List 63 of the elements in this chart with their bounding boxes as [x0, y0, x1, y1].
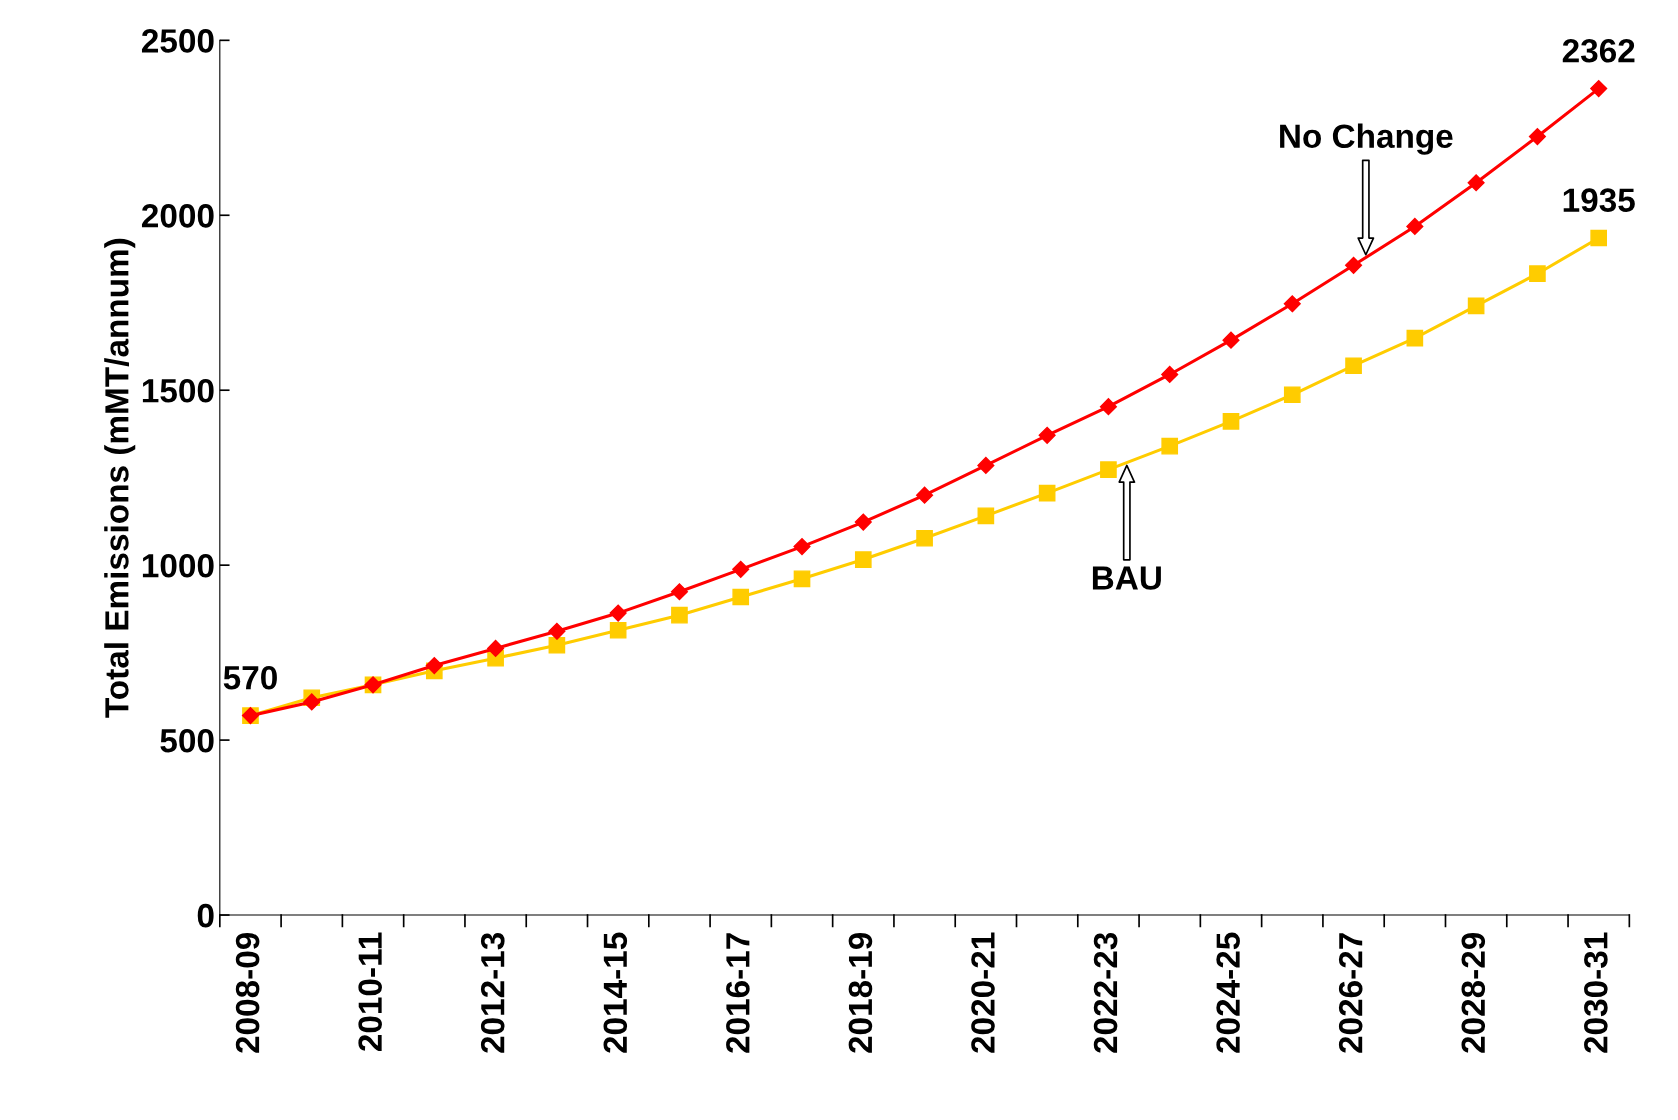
point: [1100, 461, 1117, 478]
point: [977, 456, 995, 474]
point: [609, 621, 627, 639]
point: [732, 588, 750, 606]
y-tick-label: 1000: [142, 553, 214, 578]
data-label: 2362: [1562, 38, 1635, 63]
point: [1099, 398, 1117, 416]
y-axis-title: Total Emissions (mMT/annum): [104, 238, 136, 718]
point: [1528, 127, 1546, 146]
point: [609, 604, 627, 622]
point: [977, 507, 995, 525]
data-label: 1935: [1563, 188, 1635, 213]
point: [1345, 357, 1362, 375]
point: [1222, 413, 1240, 430]
x-tick-label: 2012-13: [480, 932, 505, 1053]
point: [671, 606, 688, 624]
x-tick-label: 2020-21: [971, 932, 995, 1053]
point: [916, 486, 934, 504]
x-tick-label: 2016-17: [726, 933, 750, 1053]
x-tick-label: 2022-23: [1093, 932, 1118, 1053]
point: [1467, 297, 1485, 315]
y-tick-label: 2500: [141, 29, 214, 53]
point: [303, 693, 321, 711]
y-tick-label: 500: [160, 728, 214, 753]
point: [1283, 295, 1301, 313]
point: [1161, 437, 1179, 455]
point: [1038, 484, 1056, 502]
point: [425, 657, 443, 675]
point: [793, 570, 811, 588]
y-tick-label: 0: [197, 903, 214, 928]
x-tick-label: 2024-25: [1216, 932, 1240, 1053]
point: [1038, 426, 1056, 444]
point: [1590, 80, 1608, 98]
x-tick-label: 2008-09: [235, 932, 260, 1053]
point: [1467, 174, 1485, 192]
point: [548, 622, 566, 640]
point: [1161, 365, 1179, 384]
point: [1345, 256, 1363, 274]
data-label: 570: [223, 665, 277, 690]
point: [1222, 331, 1240, 349]
point: [1283, 386, 1301, 404]
point: [548, 636, 566, 654]
x-tick-label: 2014-15: [603, 932, 628, 1053]
point: [1406, 329, 1424, 347]
x-tick-label: 2028-29: [1461, 932, 1486, 1053]
point: [1529, 265, 1546, 283]
point: [854, 513, 872, 531]
x-tick-label: 2018-19: [848, 932, 873, 1053]
y-tick-label: 2000: [141, 204, 214, 228]
text: BAU: [1092, 566, 1161, 590]
point: [1590, 229, 1608, 247]
x-tick-label: 2010-11: [358, 932, 382, 1052]
series-label: No Change: [1280, 123, 1453, 155]
point: [1406, 217, 1424, 236]
point: [670, 583, 688, 601]
x-tick-label: 2030-31: [1584, 932, 1608, 1053]
point: [916, 529, 933, 547]
x-tick-label: 2026-27: [1338, 933, 1363, 1053]
y-tick-label: 1500: [142, 379, 214, 403]
point: [487, 639, 505, 657]
point: [732, 560, 750, 578]
point: [854, 551, 872, 568]
point: [793, 538, 811, 556]
